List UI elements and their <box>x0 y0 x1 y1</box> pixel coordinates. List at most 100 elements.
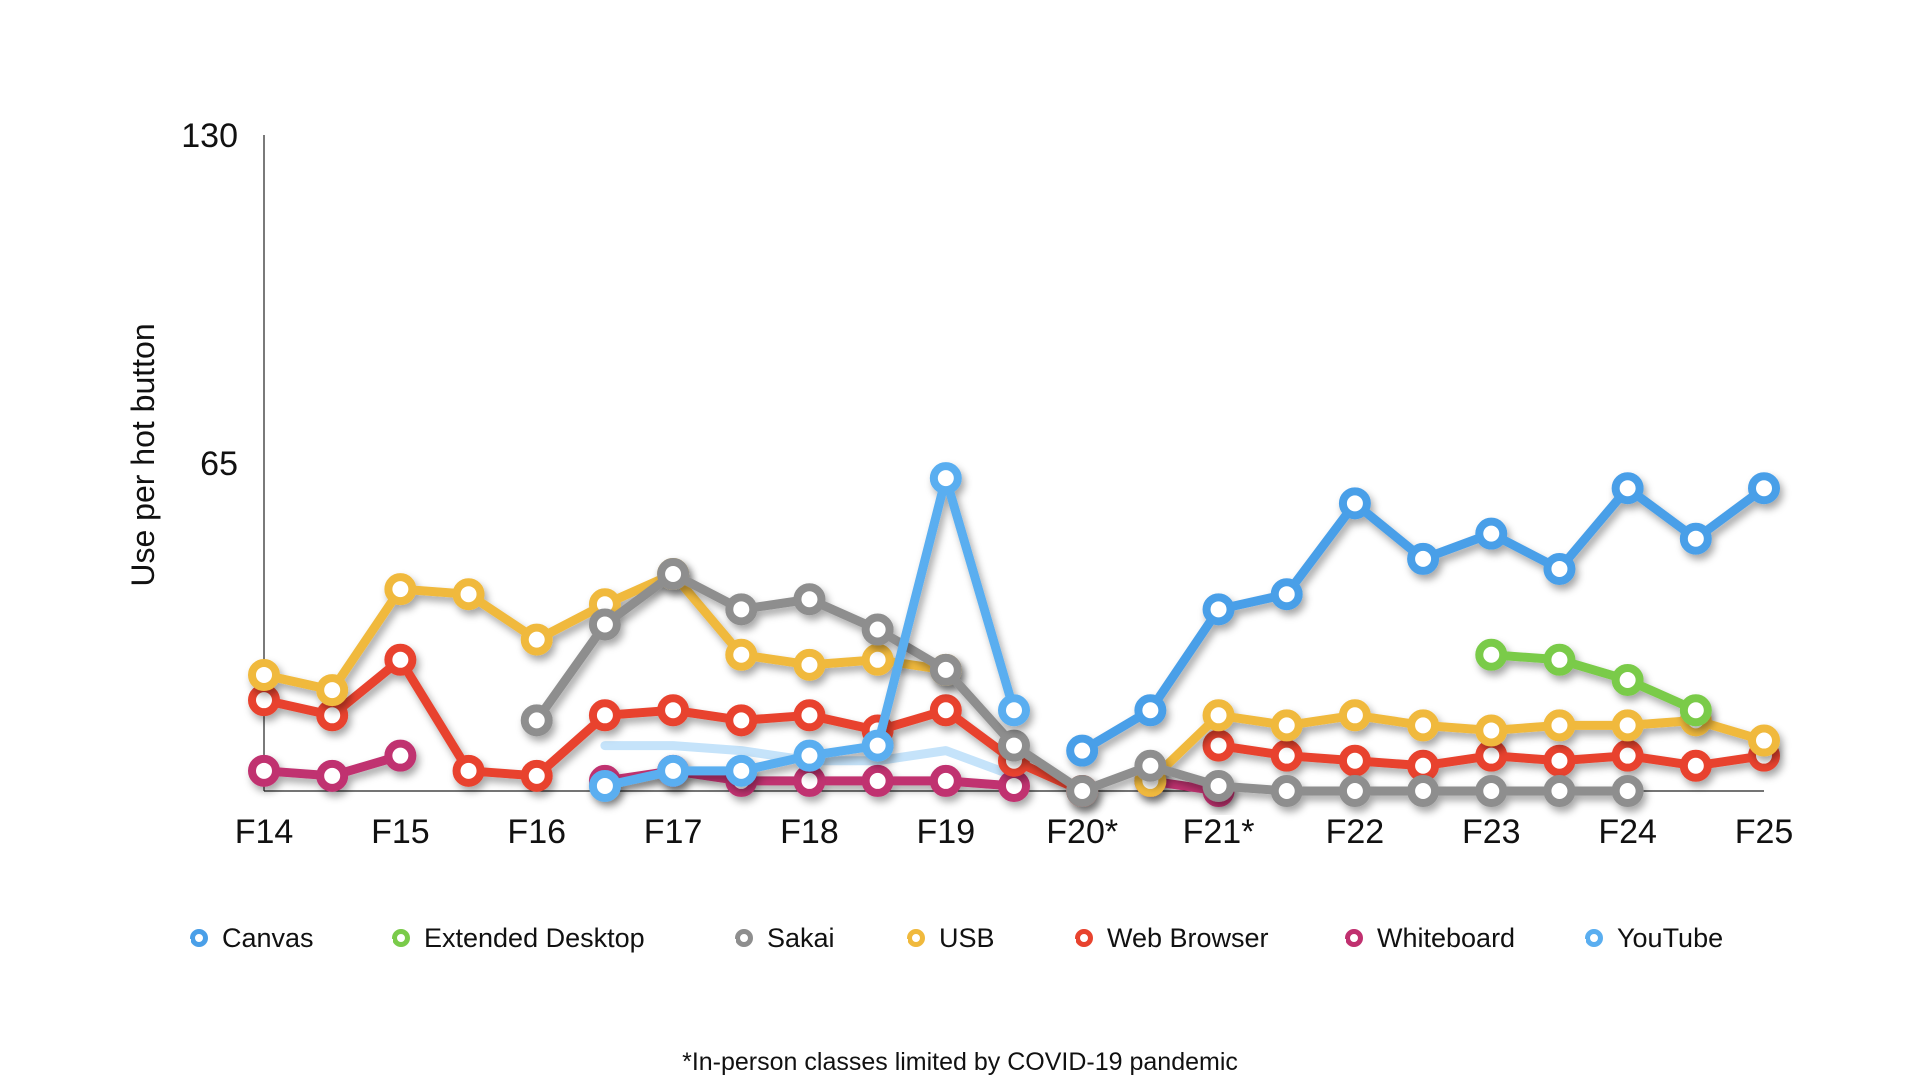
data-point <box>1475 739 1508 772</box>
series-layer <box>248 462 1780 807</box>
data-point <box>384 573 417 606</box>
x-tick-label: F20* <box>1046 813 1118 851</box>
series-canvas <box>1066 472 1780 767</box>
data-point <box>520 623 553 656</box>
data-point <box>1475 775 1508 807</box>
data-point <box>316 759 349 792</box>
data-point <box>1611 775 1644 807</box>
x-tick-label: F14 <box>235 813 294 851</box>
y-tick-label: 130 <box>181 117 238 155</box>
data-point <box>929 462 962 495</box>
legend-label: Canvas <box>222 922 314 953</box>
data-point <box>998 769 1030 802</box>
x-tick-label: F25 <box>1735 813 1794 851</box>
x-tick-label: F21* <box>1183 813 1255 851</box>
data-point <box>1407 775 1440 807</box>
legend-label: Web Browser <box>1107 922 1269 953</box>
data-point <box>1338 487 1371 520</box>
data-point <box>1202 729 1235 762</box>
x-tick-label: F17 <box>644 813 703 851</box>
data-point <box>929 694 962 727</box>
data-point <box>1407 542 1440 575</box>
data-point <box>316 699 349 732</box>
legend-label: Extended Desktop <box>424 922 645 953</box>
data-point <box>998 694 1030 727</box>
data-point <box>1679 749 1712 782</box>
y-tick-label: 65 <box>200 445 238 483</box>
data-point <box>1543 744 1576 777</box>
legend-item: Web Browser <box>1066 918 1269 958</box>
data-point <box>1407 709 1440 742</box>
series-web-browser <box>248 643 1780 807</box>
x-tick-label: F23 <box>1462 813 1521 851</box>
x-tick-label: F16 <box>507 813 566 851</box>
data-point <box>588 608 621 641</box>
data-point <box>1202 593 1235 626</box>
series-line <box>1486 650 1701 715</box>
legend-label: Sakai <box>767 922 835 953</box>
data-point <box>725 754 758 787</box>
y-ticks: 65 130 <box>181 117 238 483</box>
data-point <box>520 704 553 737</box>
data-point <box>1543 709 1576 742</box>
data-point <box>657 754 690 787</box>
series-youtube <box>588 462 1030 802</box>
legend-item: YouTube <box>1576 918 1724 958</box>
data-point <box>248 658 280 691</box>
x-tick-label: F24 <box>1598 813 1657 851</box>
data-point <box>1611 472 1644 505</box>
data-point <box>1475 517 1508 550</box>
data-point <box>1748 472 1780 505</box>
data-point <box>1134 694 1167 727</box>
data-point <box>384 739 417 772</box>
data-point <box>452 754 485 787</box>
legend-marker-icon <box>1336 929 1363 947</box>
legend-marker-icon <box>1066 929 1093 947</box>
x-tick-label: F18 <box>780 813 839 851</box>
data-point <box>1475 714 1508 747</box>
series-sakai <box>520 558 1644 807</box>
data-point <box>1611 663 1644 696</box>
data-point <box>929 653 962 686</box>
data-point <box>1543 552 1576 585</box>
data-point <box>452 578 485 611</box>
legend-marker-icon <box>1576 929 1603 947</box>
legend-marker-icon <box>181 929 208 947</box>
y-axis-title: Use per hot button <box>125 323 161 586</box>
data-point <box>725 704 758 737</box>
data-point <box>1679 694 1712 727</box>
legend-label: YouTube <box>1617 922 1724 953</box>
data-point <box>1338 699 1371 732</box>
legend-marker-icon <box>726 929 753 947</box>
x-tick-label: F15 <box>371 813 430 851</box>
data-point <box>929 764 962 797</box>
data-point <box>1748 724 1780 757</box>
legend-item: Sakai <box>726 918 835 958</box>
data-point <box>1066 734 1099 767</box>
data-point <box>1543 643 1576 676</box>
data-point <box>861 643 894 676</box>
legend-item: Extended Desktop <box>383 918 645 958</box>
series-extended-desktop <box>1475 638 1712 727</box>
data-point <box>1202 769 1235 802</box>
data-point <box>1066 775 1099 807</box>
x-ticks: F14 F15 F16 F17 F18 F19 F20* F21* F22 F23 F24 F25 <box>235 813 1794 851</box>
data-point <box>588 699 621 732</box>
data-point <box>316 674 349 707</box>
data-point <box>520 759 553 792</box>
data-point <box>1270 709 1303 742</box>
data-point <box>861 764 894 797</box>
data-point <box>1611 739 1644 772</box>
data-point <box>725 593 758 626</box>
legend-marker-icon <box>383 929 410 947</box>
data-point <box>588 769 621 802</box>
footnote: *In-person classes limited by COVID-19 p… <box>682 1048 1238 1076</box>
legend-item: Whiteboard <box>1336 918 1516 958</box>
data-point <box>1270 739 1303 772</box>
legend-label: Whiteboard <box>1377 922 1516 953</box>
data-point <box>1475 638 1508 671</box>
data-point <box>793 764 826 797</box>
data-point <box>793 739 826 772</box>
data-point <box>248 754 280 787</box>
legend-item: Canvas <box>181 918 314 958</box>
